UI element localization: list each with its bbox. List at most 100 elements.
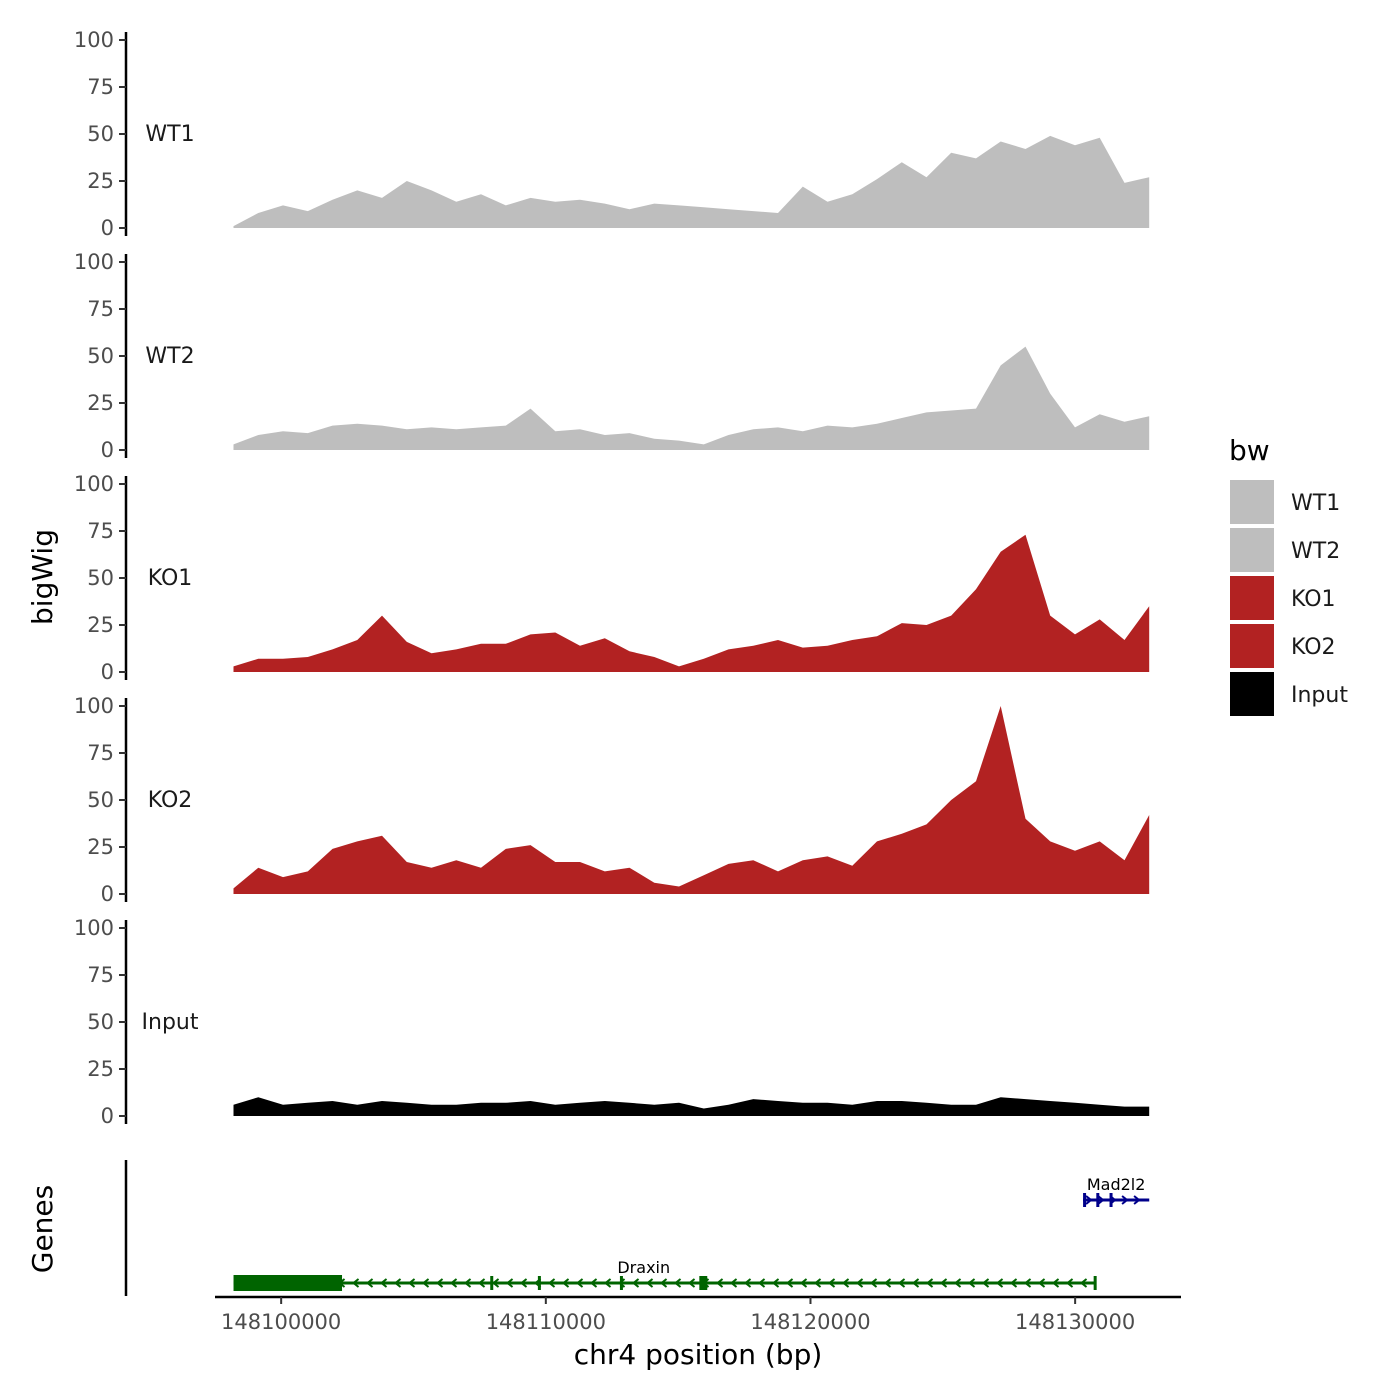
strand-arrow xyxy=(393,1278,402,1288)
strand-arrow xyxy=(925,1278,934,1288)
y-tick-label: 0 xyxy=(101,438,114,462)
legend-swatch xyxy=(1230,528,1274,572)
x-tick-label: 148130000 xyxy=(1015,1310,1135,1334)
y-tick-label: 25 xyxy=(87,835,114,859)
gene-mad2l2: Mad2l2 xyxy=(1083,1175,1150,1207)
strand-arrow xyxy=(855,1278,864,1288)
y-tick-label: 100 xyxy=(74,28,114,52)
strand-arrow xyxy=(995,1278,1004,1288)
strand-arrow xyxy=(799,1278,808,1288)
strand-arrow xyxy=(589,1278,598,1288)
strand-arrow xyxy=(1009,1278,1018,1288)
track-wt1: 0 25 50 75 100 WT1 xyxy=(74,28,1150,240)
strand-arrow xyxy=(673,1278,682,1288)
legend-label: KO2 xyxy=(1291,635,1336,660)
legend-title: bw xyxy=(1229,434,1270,467)
x-tick-label: 148120000 xyxy=(750,1310,870,1334)
exon xyxy=(490,1276,494,1290)
y-axis-title: bigWig xyxy=(26,529,59,625)
x-tick-label: 148110000 xyxy=(486,1310,606,1334)
strand-arrow xyxy=(1085,1195,1093,1205)
y-tick-label: 100 xyxy=(74,472,114,496)
x-tick-label: 148100000 xyxy=(221,1310,341,1334)
gene-label: Draxin xyxy=(617,1258,670,1277)
legend-swatch xyxy=(1230,624,1274,668)
strand-arrow xyxy=(435,1278,444,1288)
strand-arrow xyxy=(631,1278,640,1288)
strand-arrow xyxy=(1133,1195,1141,1205)
strand-arrow xyxy=(575,1278,584,1288)
strand-arrow xyxy=(1037,1278,1046,1288)
exon xyxy=(1096,1193,1100,1207)
y-tick-label: 0 xyxy=(101,1104,114,1128)
strand-arrow xyxy=(897,1278,906,1288)
coverage-area xyxy=(233,1097,1150,1116)
legend-label: KO1 xyxy=(1291,587,1336,612)
y-tick-label: 50 xyxy=(87,344,114,368)
y-tick-label: 75 xyxy=(87,519,114,543)
legend: bw WT1 WT2 KO1 KO2 Input xyxy=(1229,434,1348,716)
gene-panel: Genes xyxy=(26,1160,128,1296)
y-tick-label: 50 xyxy=(87,788,114,812)
y-tick-label: 50 xyxy=(87,566,114,590)
strand-arrow xyxy=(813,1278,822,1288)
y-tick-label: 25 xyxy=(87,391,114,415)
strand-arrow xyxy=(1121,1195,1129,1205)
strand-arrow xyxy=(841,1278,850,1288)
y-tick-label: 0 xyxy=(101,216,114,240)
y-tick-label: 25 xyxy=(87,1057,114,1081)
exon xyxy=(619,1276,623,1290)
strand-arrow xyxy=(477,1278,486,1288)
y-tick-label: 50 xyxy=(87,1010,114,1034)
genes-axis-title: Genes xyxy=(26,1185,59,1273)
y-tick-label: 100 xyxy=(74,694,114,718)
legend-swatch xyxy=(1230,576,1274,620)
strand-arrow xyxy=(715,1278,724,1288)
y-tick-label: 75 xyxy=(87,75,114,99)
strand-arrow xyxy=(505,1278,514,1288)
exon xyxy=(1093,1276,1097,1290)
strand-arrow xyxy=(939,1278,948,1288)
strand-arrow xyxy=(1079,1278,1088,1288)
track-label: KO1 xyxy=(148,566,193,591)
strand-arrow xyxy=(645,1278,654,1288)
strand-arrow xyxy=(771,1278,780,1288)
strand-arrow xyxy=(491,1278,500,1288)
coverage-area xyxy=(233,706,1150,894)
strand-arrow xyxy=(729,1278,738,1288)
y-tick-label: 0 xyxy=(101,882,114,906)
strand-arrow xyxy=(519,1278,528,1288)
strand-arrow xyxy=(561,1278,570,1288)
strand-arrow xyxy=(1065,1278,1074,1288)
legend-swatch xyxy=(1230,672,1274,716)
y-tick-label: 100 xyxy=(74,250,114,274)
strand-arrow xyxy=(351,1278,360,1288)
coverage-area xyxy=(233,346,1150,450)
strand-arrow xyxy=(449,1278,458,1288)
strand-arrow xyxy=(869,1278,878,1288)
gene-label: Mad2l2 xyxy=(1087,1175,1146,1194)
track-input: 0 25 50 75 100 Input xyxy=(74,916,1150,1128)
y-tick-label: 0 xyxy=(101,660,114,684)
strand-arrow xyxy=(407,1278,416,1288)
gene-draxin: Draxin xyxy=(233,1258,1097,1291)
coverage-area xyxy=(233,135,1150,228)
track-ko1: 0 25 50 75 100 KO1 xyxy=(74,472,1150,684)
exon xyxy=(699,1276,708,1290)
strand-arrow xyxy=(659,1278,668,1288)
legend-label: WT2 xyxy=(1291,539,1340,564)
strand-arrow xyxy=(743,1278,752,1288)
strand-arrow xyxy=(365,1278,374,1288)
strand-arrow xyxy=(785,1278,794,1288)
x-axis: 148100000 148110000 148120000 148130000 chr4… xyxy=(215,1295,1181,1371)
strand-arrow xyxy=(953,1278,962,1288)
y-tick-label: 100 xyxy=(74,916,114,940)
strand-arrow xyxy=(827,1278,836,1288)
strand-arrow xyxy=(883,1278,892,1288)
track-wt2: 0 25 50 75 100 WT2 xyxy=(74,250,1150,462)
strand-arrow xyxy=(547,1278,556,1288)
y-tick-label: 25 xyxy=(87,169,114,193)
y-tick-label: 75 xyxy=(87,741,114,765)
track-label: WT2 xyxy=(145,344,194,369)
